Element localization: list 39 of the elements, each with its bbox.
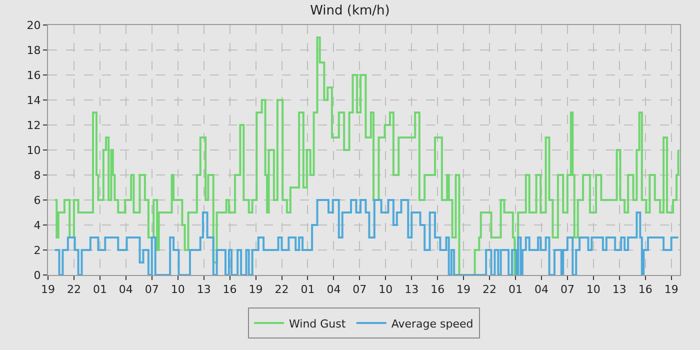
x-tick-label: 19 <box>41 283 55 296</box>
x-tick-label: 10 <box>586 283 600 296</box>
y-tick-label: 18 <box>26 44 41 57</box>
y-tick-label: 0 <box>34 268 41 282</box>
x-tick-label: 16 <box>222 283 237 296</box>
x-tick-label: 13 <box>196 283 211 296</box>
x-tick-label: 13 <box>612 283 626 296</box>
x-tick-label: 10 <box>378 283 393 296</box>
x-tick-label: 01 <box>508 283 523 296</box>
y-tick-label: 6 <box>34 194 41 207</box>
x-tick-label: 22 <box>274 283 289 296</box>
y-tick-label: 16 <box>26 68 41 82</box>
y-tick-label: 12 <box>26 118 41 132</box>
x-tick-label: 22 <box>66 283 81 296</box>
x-tick-label: 22 <box>482 283 497 296</box>
x-tick-label: 19 <box>664 283 678 296</box>
y-tick-label: 20 <box>26 18 41 32</box>
legend-label: Wind Gust <box>289 317 346 330</box>
x-tick-label: 16 <box>430 283 445 296</box>
x-tick-label: 10 <box>170 283 185 296</box>
x-tick-label: 13 <box>404 283 419 296</box>
x-tick-label: 19 <box>456 283 471 296</box>
y-tick-label: 10 <box>26 144 41 157</box>
x-tick-label: 04 <box>118 283 133 296</box>
x-tick-label: 16 <box>638 283 652 296</box>
y-tick-label: 8 <box>34 168 41 182</box>
legend-label: Average speed <box>391 317 474 330</box>
x-tick-label: 01 <box>300 283 315 296</box>
x-tick-label: 07 <box>560 283 574 296</box>
x-tick-label: 04 <box>326 283 341 296</box>
chart-title: Wind (km/h) <box>310 3 390 18</box>
x-tick-label: 07 <box>144 283 159 296</box>
y-tick-label: 14 <box>26 94 41 107</box>
x-tick-label: 19 <box>248 283 263 296</box>
x-tick-label: 04 <box>534 283 548 296</box>
y-tick-label: 2 <box>34 244 41 257</box>
x-tick-label: 07 <box>352 283 367 296</box>
y-tick-label: 4 <box>34 218 41 232</box>
x-tick-label: 01 <box>92 283 107 296</box>
